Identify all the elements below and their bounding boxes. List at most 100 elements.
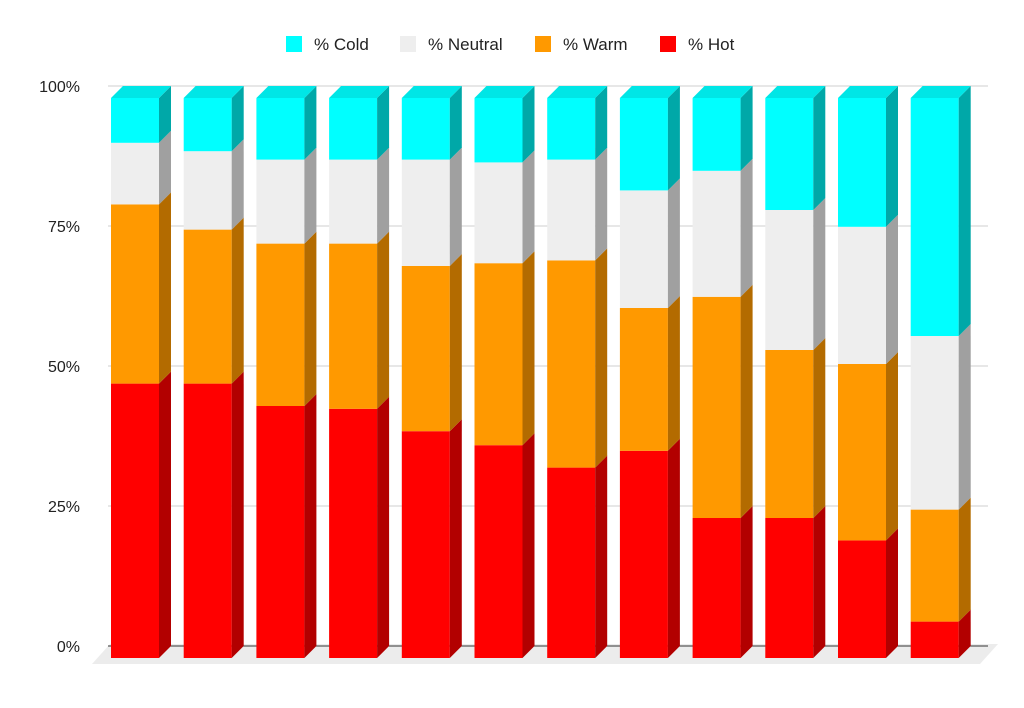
- bar-segment-side: [813, 198, 826, 350]
- y-tick-label: 25%: [48, 499, 80, 516]
- bar-segment: [474, 263, 523, 446]
- bar-segment-side: [740, 284, 753, 518]
- y-axis: 0% 25% 50% 75% 100%: [39, 79, 80, 656]
- bar-segment-side: [304, 231, 317, 406]
- bar-segment-side: [377, 147, 390, 244]
- bar-segment-side: [886, 214, 898, 364]
- bar-segment-side: [449, 419, 462, 658]
- bar-segment-side: [667, 178, 680, 308]
- bar-top-face: [692, 86, 753, 98]
- bar-segment: [474, 98, 523, 163]
- y-tick-label: 100%: [39, 79, 80, 96]
- legend-label: % Cold: [314, 35, 369, 54]
- legend: % Cold % Neutral % Warm % Hot: [286, 35, 735, 54]
- legend-swatch: [400, 36, 416, 52]
- bar-segment: [547, 467, 596, 658]
- bar-segment: [838, 98, 886, 227]
- bar-top-face: [619, 86, 680, 98]
- bar-segment: [910, 98, 959, 336]
- bar-segment: [547, 98, 596, 160]
- bar-segment-side: [522, 433, 535, 658]
- bar-top-face: [838, 86, 898, 98]
- bar-segment: [111, 204, 159, 384]
- bar-segment-side: [886, 352, 898, 541]
- bar-stack: [401, 86, 462, 658]
- bar-segment-side: [377, 86, 390, 160]
- bar-top-face: [183, 86, 244, 98]
- bar-segment: [401, 159, 450, 266]
- bar-segment: [256, 243, 305, 406]
- bar-segment: [183, 98, 232, 152]
- bar-segment: [401, 431, 450, 658]
- bar-segment-side: [449, 254, 462, 432]
- bar-segment: [401, 266, 450, 432]
- bar-segment-side: [231, 86, 244, 152]
- bar-segment-side: [813, 86, 826, 210]
- bar-segment: [692, 296, 741, 518]
- bar-segment-side: [595, 86, 608, 160]
- bar-segment-side: [231, 217, 244, 384]
- legend-label: % Neutral: [428, 35, 503, 54]
- bar-top-face: [329, 86, 390, 98]
- bar-segment-side: [958, 497, 971, 622]
- bar-segment-side: [449, 147, 462, 266]
- bar-top-face: [401, 86, 462, 98]
- bar-segment: [401, 98, 450, 160]
- bar-segment: [910, 336, 959, 510]
- bar-segment: [111, 142, 159, 205]
- bars: [111, 86, 971, 658]
- bar-segment: [256, 159, 305, 244]
- bar-segment: [329, 159, 378, 244]
- bar-segment: [474, 445, 523, 658]
- legend-swatch: [535, 36, 551, 52]
- bar-segment-side: [813, 338, 826, 518]
- legend-swatch: [286, 36, 302, 52]
- bar-segment: [910, 621, 959, 658]
- bar-top-face: [910, 86, 971, 98]
- bar-segment-side: [304, 86, 317, 160]
- y-tick-label: 75%: [48, 219, 80, 236]
- bar-segment: [619, 308, 668, 451]
- bar-segment: [910, 509, 959, 622]
- bar-segment: [838, 226, 886, 364]
- bar-segment: [692, 518, 741, 658]
- bar-top-face: [547, 86, 608, 98]
- legend-item[interactable]: % Warm: [535, 35, 628, 54]
- bar-segment-side: [522, 150, 535, 264]
- bar-segment-side: [886, 86, 898, 227]
- bar-segment-side: [667, 296, 680, 451]
- bar-stack: [838, 86, 898, 658]
- bar-stack: [547, 86, 608, 658]
- bar-segment-side: [595, 455, 608, 658]
- bar-segment: [329, 408, 378, 658]
- bar-segment-side: [159, 192, 171, 384]
- legend-item[interactable]: % Cold: [286, 35, 369, 54]
- bar-segment-side: [304, 147, 317, 244]
- bar-segment-side: [958, 86, 971, 336]
- bar-segment: [619, 450, 668, 658]
- bar-stack: [910, 86, 971, 658]
- bar-segment-side: [231, 139, 244, 230]
- bar-segment-side: [740, 506, 753, 658]
- bar-segment-side: [377, 231, 390, 409]
- bar-segment: [619, 190, 668, 308]
- legend-label: % Warm: [563, 35, 628, 54]
- bar-segment-side: [886, 528, 898, 658]
- bar-top-face: [111, 86, 171, 98]
- legend-item[interactable]: % Neutral: [400, 35, 503, 54]
- legend-swatch: [660, 36, 676, 52]
- bar-segment: [329, 243, 378, 409]
- bar-segment-side: [740, 158, 753, 297]
- legend-item[interactable]: % Hot: [660, 35, 735, 54]
- bar-segment-side: [813, 506, 826, 658]
- bar-top-face: [765, 86, 826, 98]
- bar-top-face: [256, 86, 317, 98]
- bar-segment-side: [304, 394, 317, 658]
- bar-segment-side: [595, 147, 608, 261]
- bar-segment-side: [231, 371, 244, 658]
- bar-stack: [692, 86, 753, 658]
- bar-segment: [329, 98, 378, 160]
- bar-segment: [547, 260, 596, 468]
- bar-segment: [765, 210, 814, 350]
- bar-segment: [111, 383, 159, 658]
